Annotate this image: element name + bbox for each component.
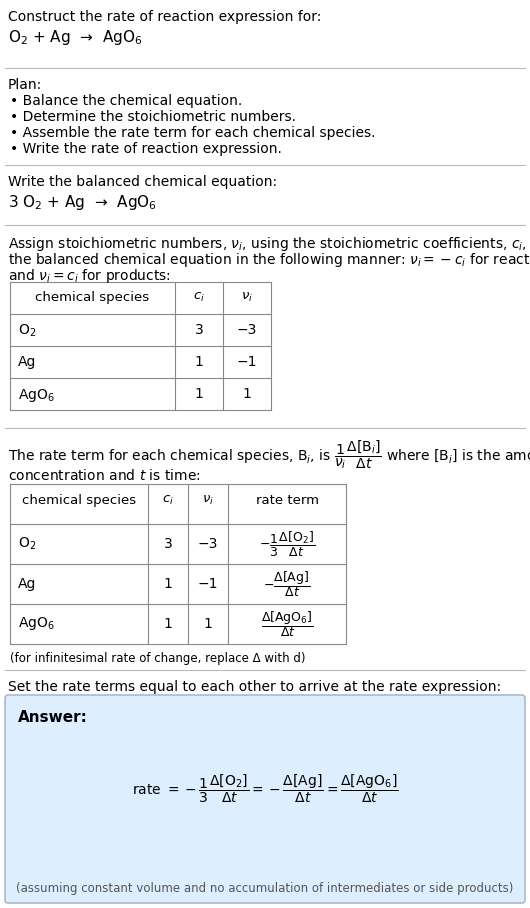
Text: $\nu_i$: $\nu_i$ [202, 494, 214, 507]
Text: $c_i$: $c_i$ [193, 291, 205, 304]
Text: 3: 3 [195, 323, 204, 337]
Text: Plan:: Plan: [8, 78, 42, 92]
Text: chemical species: chemical species [22, 494, 136, 507]
FancyBboxPatch shape [5, 695, 525, 903]
Text: 1: 1 [164, 577, 172, 591]
Text: 1: 1 [204, 617, 213, 631]
Text: the balanced chemical equation in the following manner: $\nu_i = -c_i$ for react: the balanced chemical equation in the fo… [8, 251, 530, 269]
Text: 1: 1 [243, 387, 251, 401]
Text: chemical species: chemical species [36, 291, 149, 304]
Text: 1: 1 [164, 617, 172, 631]
Text: (for infinitesimal rate of change, replace Δ with d): (for infinitesimal rate of change, repla… [10, 652, 305, 665]
Text: 1: 1 [195, 387, 204, 401]
Text: (assuming constant volume and no accumulation of intermediates or side products): (assuming constant volume and no accumul… [16, 882, 514, 895]
Text: 3 O$_2$ + Ag  →  AgO$_6$: 3 O$_2$ + Ag → AgO$_6$ [8, 193, 157, 212]
Text: • Balance the chemical equation.: • Balance the chemical equation. [10, 94, 242, 108]
Text: Write the balanced chemical equation:: Write the balanced chemical equation: [8, 175, 277, 189]
Text: concentration and $t$ is time:: concentration and $t$ is time: [8, 468, 201, 483]
Text: and $\nu_i = c_i$ for products:: and $\nu_i = c_i$ for products: [8, 267, 171, 285]
Text: 1: 1 [195, 355, 204, 369]
Text: Ag: Ag [18, 577, 37, 591]
Text: $\nu_i$: $\nu_i$ [241, 291, 253, 304]
Text: O$_2$ + Ag  →  AgO$_6$: O$_2$ + Ag → AgO$_6$ [8, 28, 143, 47]
Text: AgO$_6$: AgO$_6$ [18, 616, 55, 633]
Text: $-\dfrac{\Delta[\mathrm{Ag}]}{\Delta t}$: $-\dfrac{\Delta[\mathrm{Ag}]}{\Delta t}$ [263, 569, 311, 599]
Text: −3: −3 [237, 323, 257, 337]
Text: $c_i$: $c_i$ [162, 494, 174, 507]
Text: $-\dfrac{1}{3}\dfrac{\Delta[\mathrm{O_2}]}{\Delta t}$: $-\dfrac{1}{3}\dfrac{\Delta[\mathrm{O_2}… [259, 529, 315, 558]
Text: • Determine the stoichiometric numbers.: • Determine the stoichiometric numbers. [10, 110, 296, 124]
Text: Ag: Ag [18, 355, 37, 369]
Text: Assign stoichiometric numbers, $\nu_i$, using the stoichiometric coefficients, $: Assign stoichiometric numbers, $\nu_i$, … [8, 235, 530, 253]
Text: O$_2$: O$_2$ [18, 323, 36, 340]
Text: Answer:: Answer: [18, 710, 88, 725]
Text: rate term: rate term [255, 494, 319, 507]
Text: Construct the rate of reaction expression for:: Construct the rate of reaction expressio… [8, 10, 321, 24]
Text: −1: −1 [198, 577, 218, 591]
Text: $\dfrac{\Delta[\mathrm{AgO_6}]}{\Delta t}$: $\dfrac{\Delta[\mathrm{AgO_6}]}{\Delta t… [261, 609, 313, 639]
Text: • Write the rate of reaction expression.: • Write the rate of reaction expression. [10, 142, 282, 156]
Text: 3: 3 [164, 537, 172, 551]
Text: Set the rate terms equal to each other to arrive at the rate expression:: Set the rate terms equal to each other t… [8, 680, 501, 694]
Text: O$_2$: O$_2$ [18, 536, 36, 552]
Text: AgO$_6$: AgO$_6$ [18, 387, 55, 404]
Text: −1: −1 [237, 355, 257, 369]
Text: The rate term for each chemical species, B$_i$, is $\dfrac{1}{\nu_i}\dfrac{\Delt: The rate term for each chemical species,… [8, 438, 530, 470]
Text: • Assemble the rate term for each chemical species.: • Assemble the rate term for each chemic… [10, 126, 375, 140]
Text: rate $= -\dfrac{1}{3}\dfrac{\Delta[\mathrm{O_2}]}{\Delta t} = -\dfrac{\Delta[\ma: rate $= -\dfrac{1}{3}\dfrac{\Delta[\math… [131, 773, 399, 805]
Text: −3: −3 [198, 537, 218, 551]
